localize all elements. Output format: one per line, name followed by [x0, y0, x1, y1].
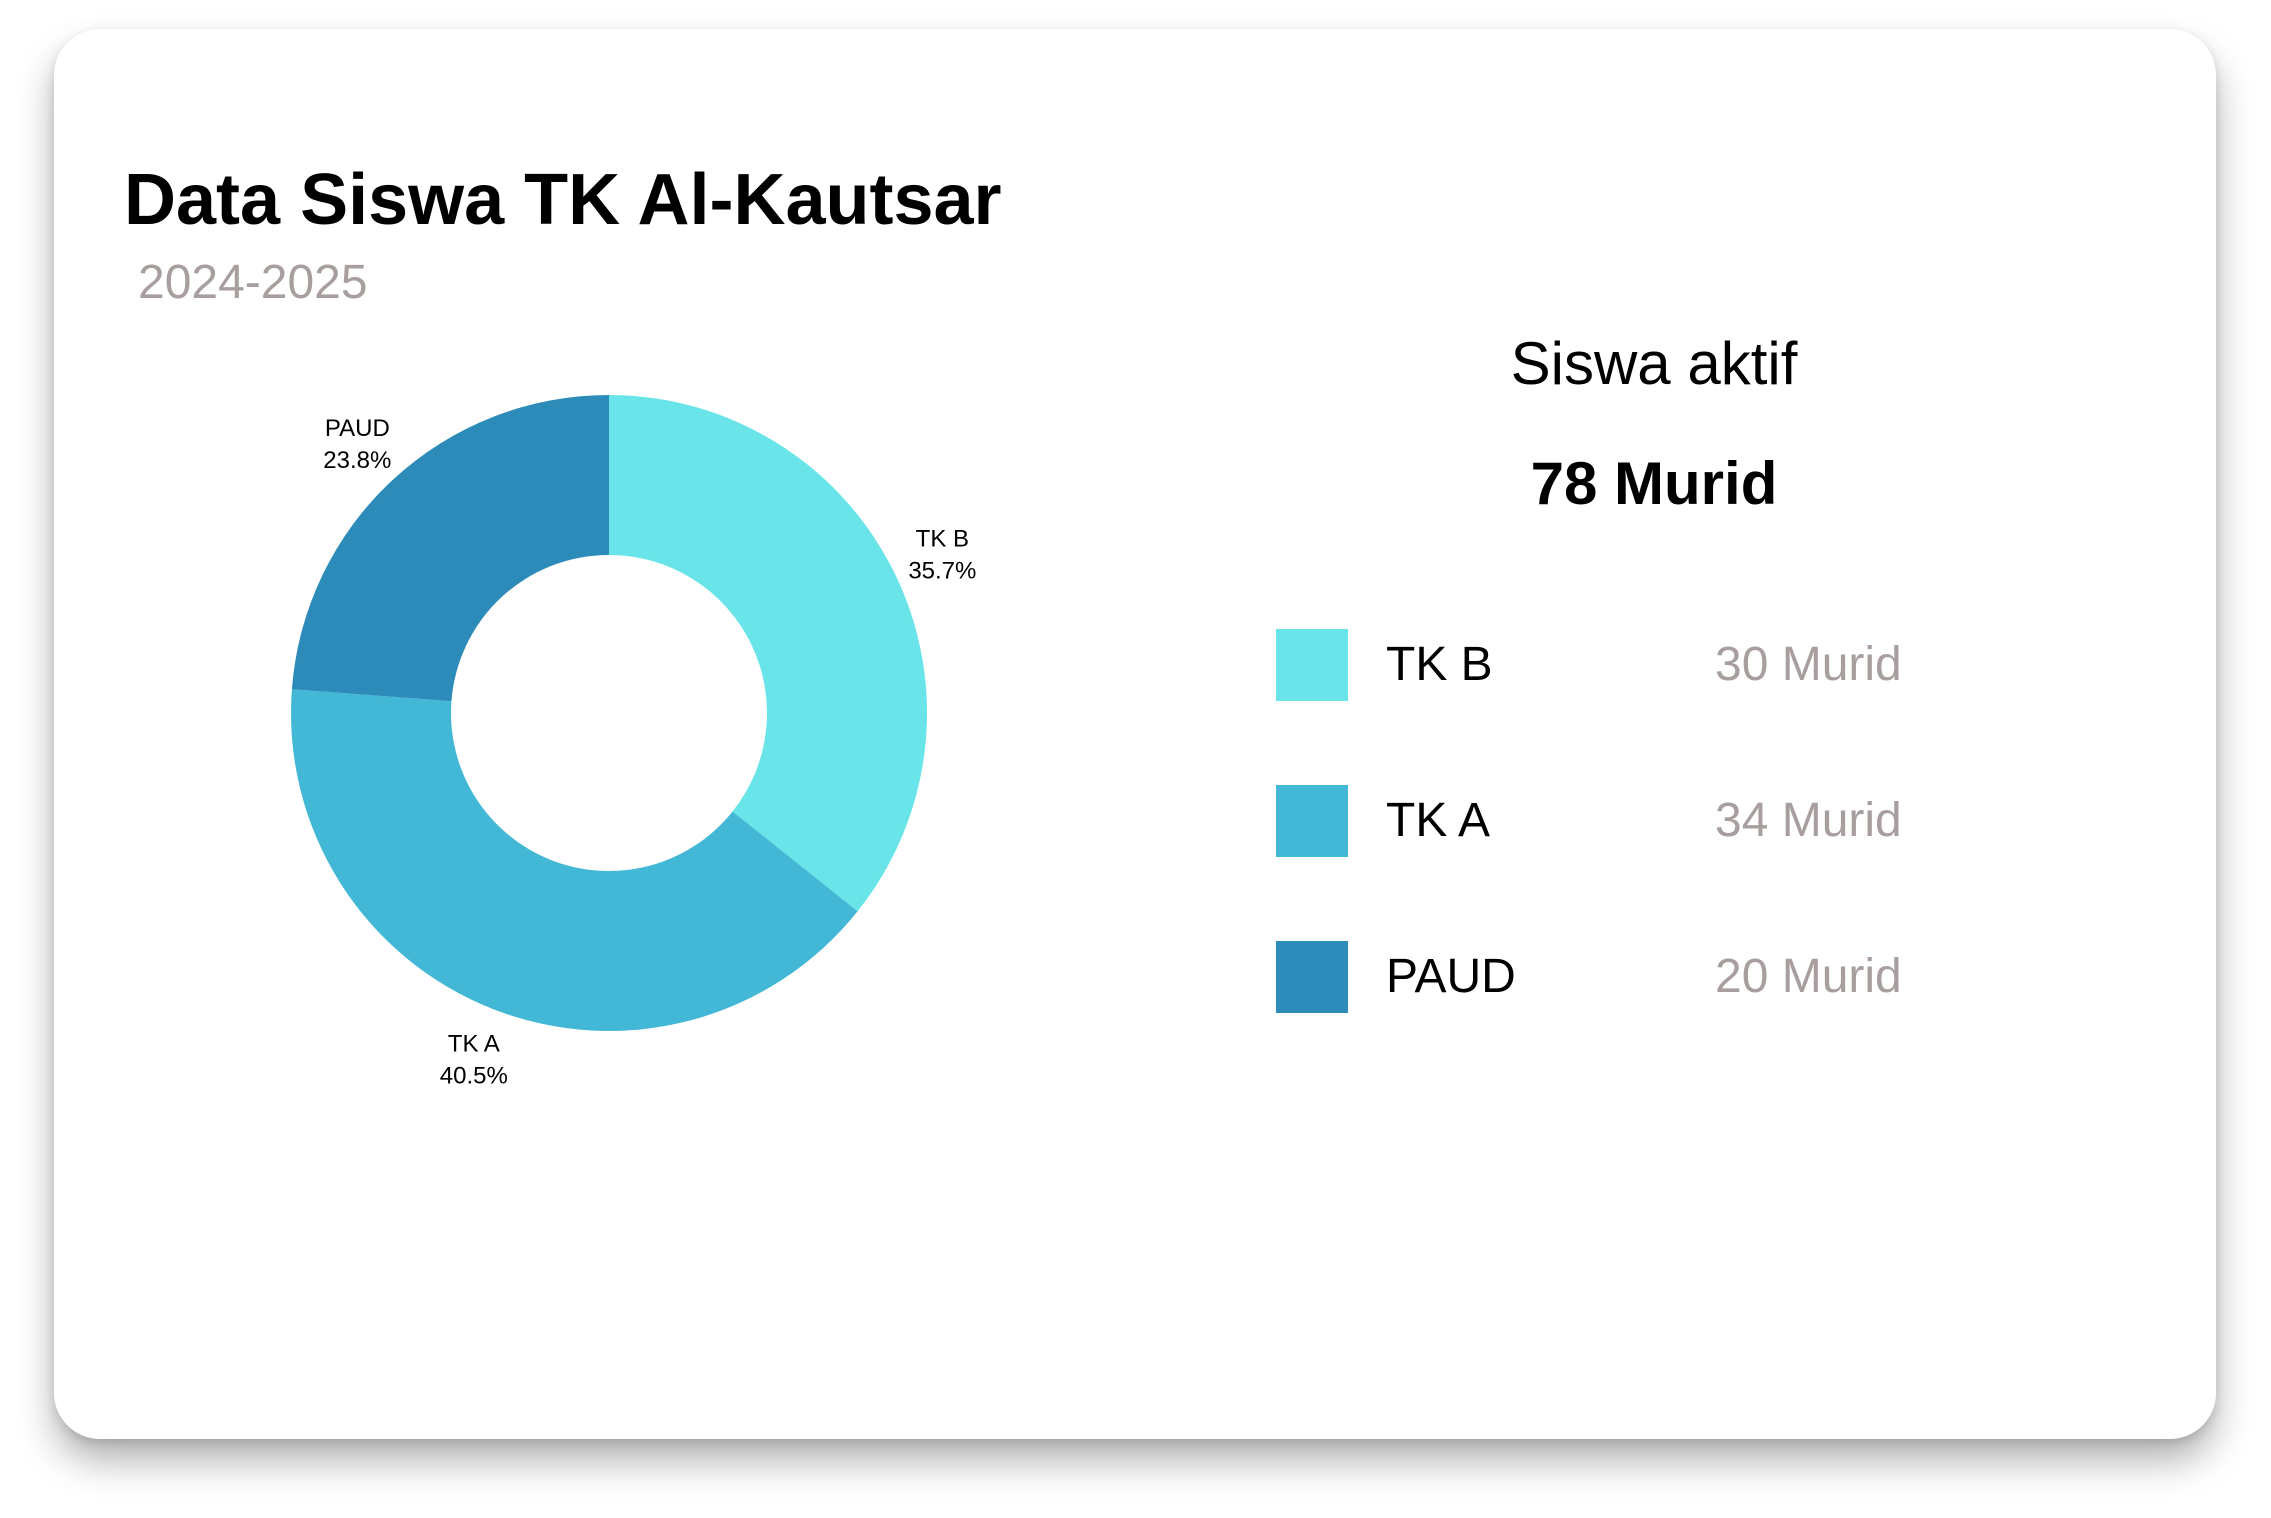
page-title: Data Siswa TK Al-Kautsar — [124, 160, 1002, 240]
slice-percent-paud: 23.8% — [323, 447, 391, 474]
legend: TK B 30 Murid TK A 34 Murid PAUD 20 Muri… — [1276, 629, 1976, 1097]
legend-item-paud: PAUD 20 Murid — [1276, 941, 1976, 1013]
page-subtitle: 2024-2025 — [138, 256, 368, 309]
slice-percent-tk-a: 40.5% — [440, 1062, 508, 1089]
slice-percent-tk-b: 35.7% — [908, 557, 976, 584]
summary-total: 78 Murid — [1530, 450, 1778, 517]
donut-chart: TK B 35.7% TK A 40.5% PAUD 23.8% — [291, 395, 976, 1089]
legend-item-tk-b: TK B 30 Murid — [1276, 629, 1976, 701]
summary-label: Siswa aktif — [1510, 330, 1798, 397]
slice-label-paud: PAUD — [325, 415, 390, 442]
legend-swatch-tk-b — [1276, 629, 1348, 701]
legend-label-tk-b: TK B — [1386, 638, 1493, 691]
legend-label-paud: PAUD — [1386, 950, 1516, 1003]
legend-swatch-paud — [1276, 941, 1348, 1013]
donut-slice-tk-a — [291, 689, 858, 1031]
donut-slice-tk-b — [609, 395, 928, 912]
legend-count-tk-a: 34 Murid — [1715, 794, 1902, 847]
legend-count-paud: 20 Murid — [1715, 950, 1902, 1003]
slice-label-tk-b: TK B — [916, 525, 969, 552]
legend-label-tk-a: TK A — [1386, 794, 1491, 847]
slice-label-tk-a: TK A — [448, 1030, 500, 1057]
legend-swatch-tk-a — [1276, 785, 1348, 857]
donut-slice-paud — [291, 395, 609, 702]
legend-item-tk-a: TK A 34 Murid — [1276, 785, 1976, 857]
chart-card: Data Siswa TK Al-Kautsar 2024-2025 TK B 3… — [54, 29, 2216, 1439]
legend-count-tk-b: 30 Murid — [1715, 638, 1902, 691]
